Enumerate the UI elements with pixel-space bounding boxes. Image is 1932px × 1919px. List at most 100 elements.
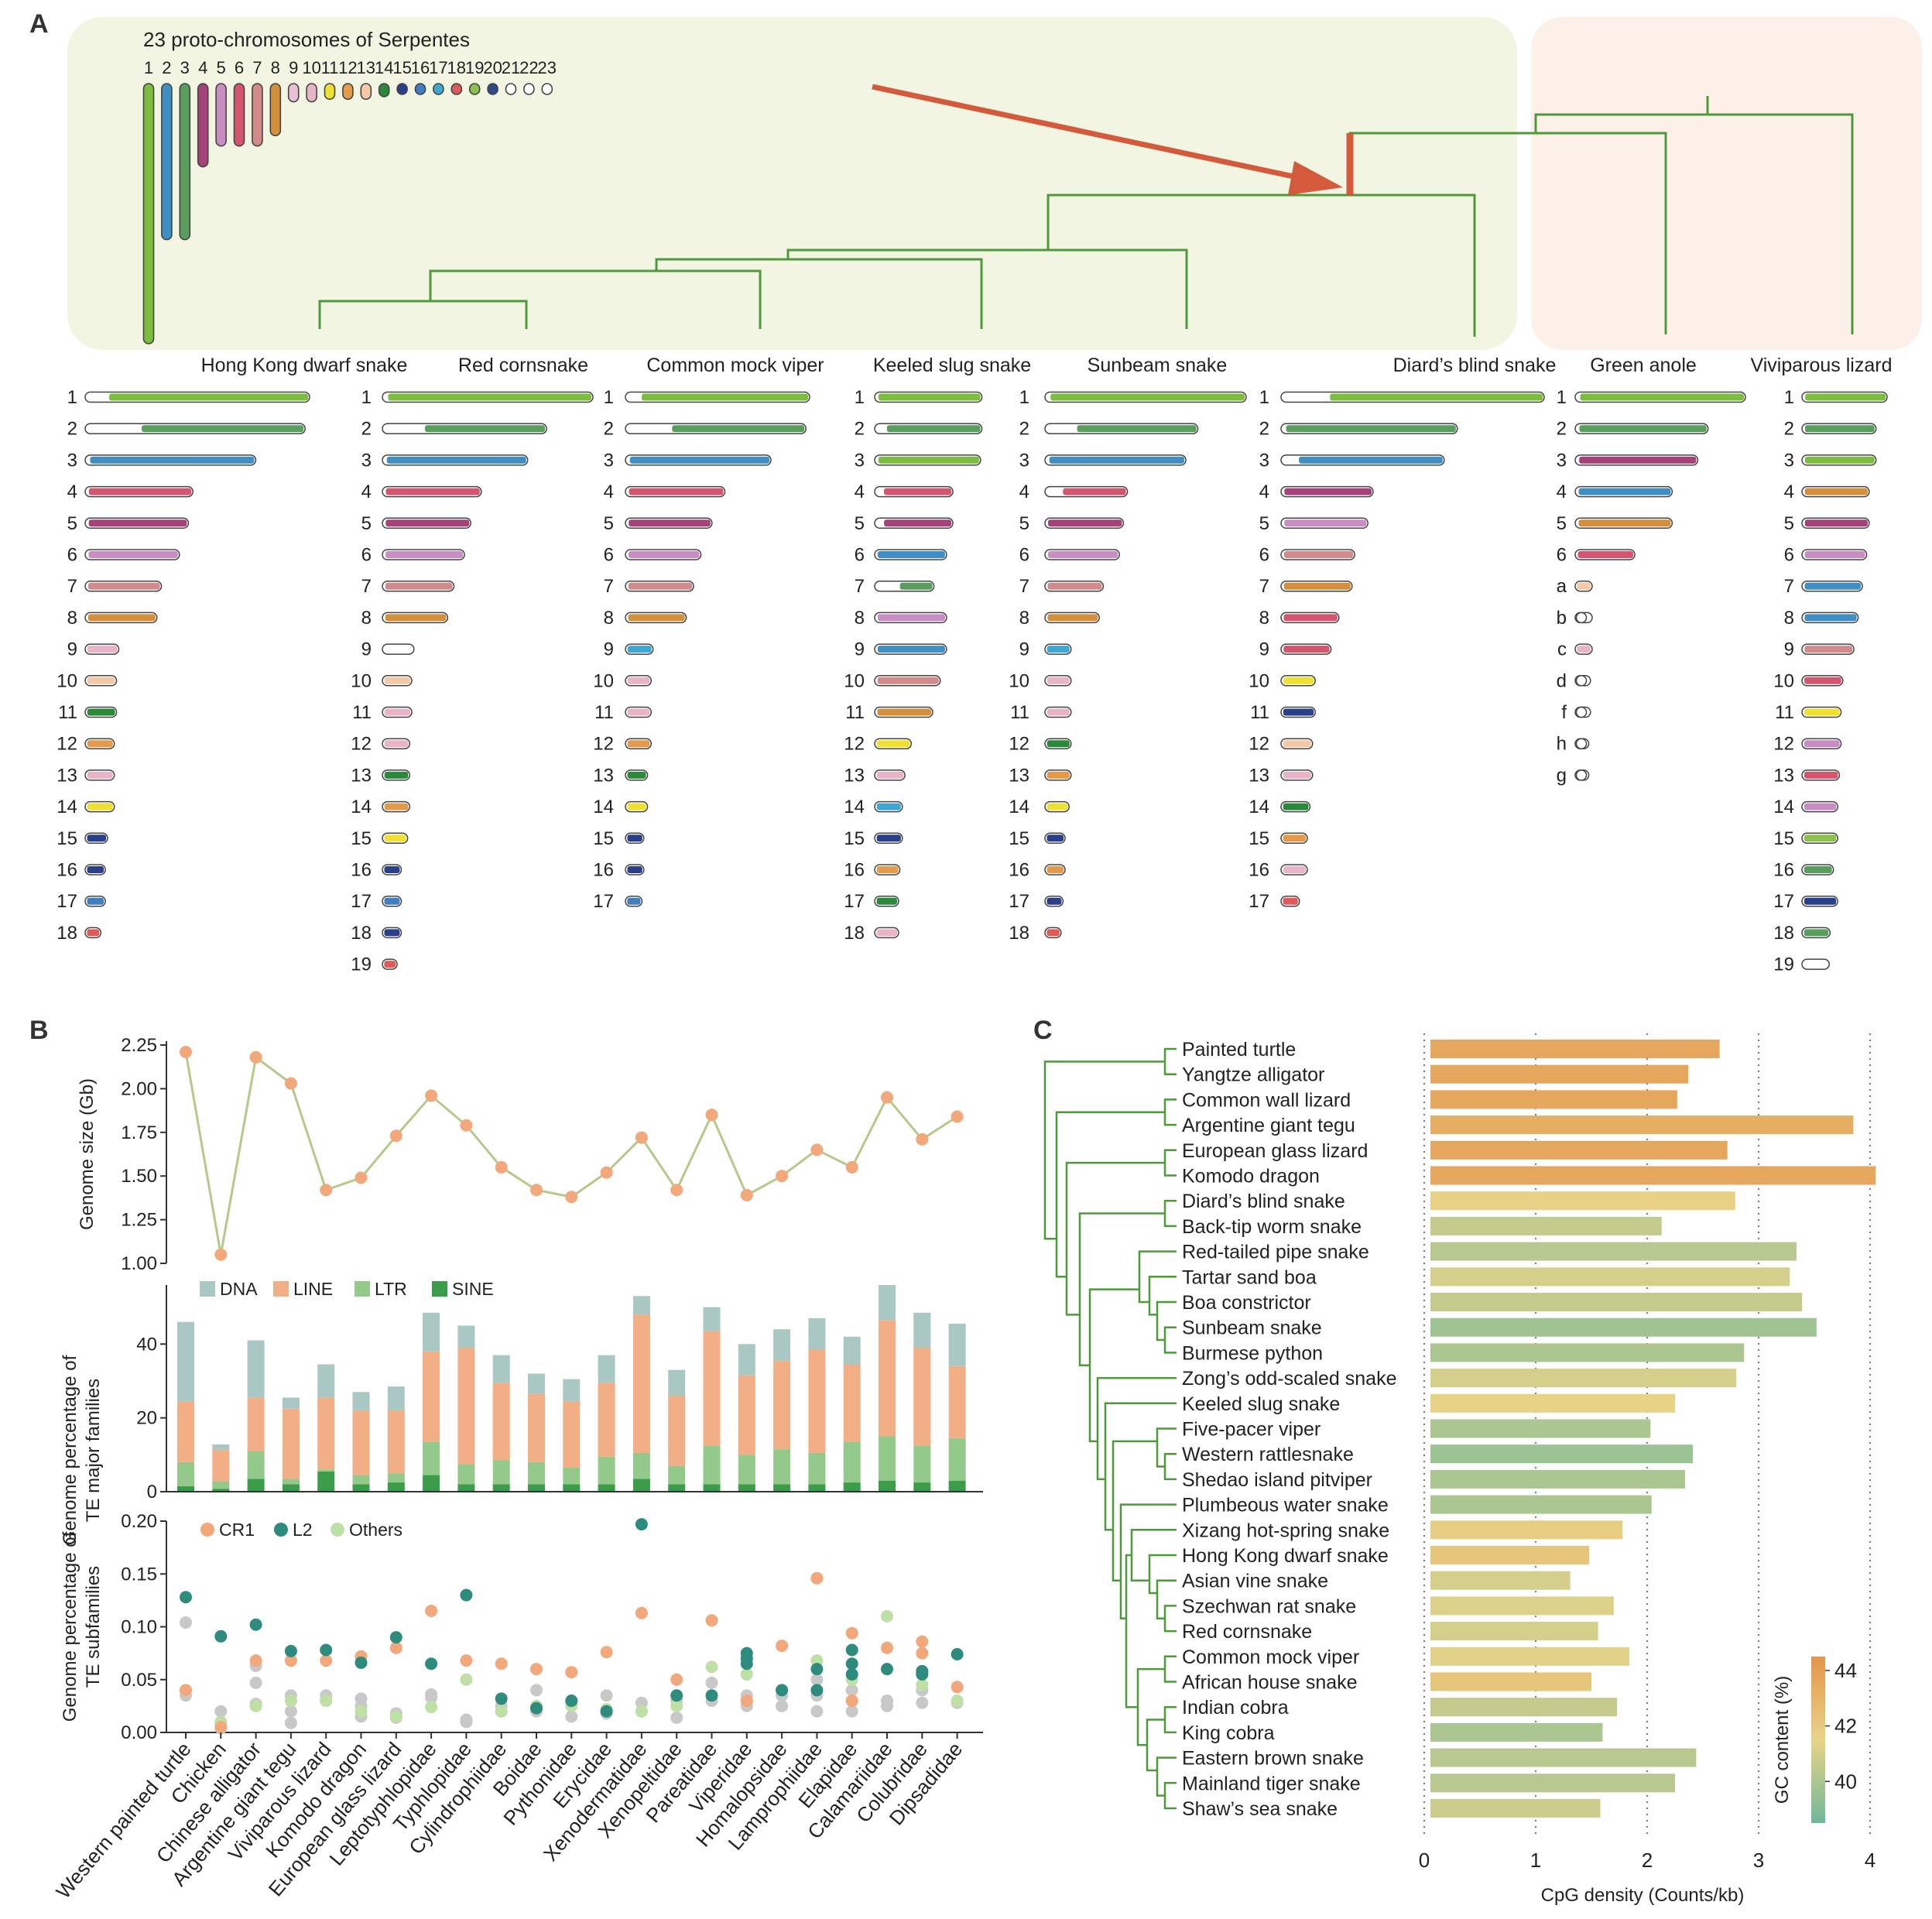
chromosome-label: 9 bbox=[1259, 639, 1269, 660]
te-bar-dna bbox=[528, 1373, 545, 1394]
te-sub-point-l2 bbox=[214, 1629, 228, 1643]
chromosome-fill bbox=[87, 614, 156, 622]
proto-label-3: 3 bbox=[180, 58, 190, 77]
species-label: Red cornsnake bbox=[1182, 1621, 1312, 1643]
legend-label: CR1 bbox=[219, 1520, 255, 1540]
genome-size-point bbox=[214, 1248, 228, 1261]
te-bar-dna bbox=[879, 1285, 896, 1321]
te-sub-point-cr1 bbox=[916, 1635, 929, 1648]
te-sub-point-cr1 bbox=[810, 1571, 824, 1585]
legend-label: DNA bbox=[220, 1279, 258, 1299]
te-sub-point-cr1 bbox=[951, 1681, 964, 1694]
species-label: Mainland tiger snake bbox=[1182, 1773, 1361, 1794]
chromosome-fill bbox=[385, 519, 470, 527]
species-name: Diard’s blind snake bbox=[1393, 355, 1557, 376]
proto-label-1: 1 bbox=[144, 58, 153, 77]
chromosome-fill bbox=[384, 897, 400, 905]
chromosome-label: 8 bbox=[604, 608, 614, 629]
species-label: Sunbeam snake bbox=[1182, 1318, 1322, 1339]
te-bar-sine bbox=[598, 1484, 615, 1492]
chromosome-fill bbox=[627, 646, 652, 653]
species-label: Hong Kong dwarf snake bbox=[1182, 1545, 1389, 1567]
chromosome-fill bbox=[1284, 488, 1372, 495]
chromosome-label: 17 bbox=[57, 891, 77, 912]
genome-size-point bbox=[916, 1133, 929, 1146]
cpg-bar bbox=[1430, 1393, 1675, 1413]
species-name: Keeled slug snake bbox=[873, 355, 1031, 376]
cpg-bar bbox=[1430, 1267, 1790, 1287]
clade-branch bbox=[1055, 1111, 1165, 1278]
te-bar-ltr bbox=[317, 1469, 335, 1472]
proto-chromosome-22 bbox=[523, 83, 535, 95]
te-sub-point-cr1 bbox=[635, 1606, 648, 1619]
te-bar-dna bbox=[948, 1324, 966, 1366]
te-sub-point-l2 bbox=[951, 1647, 964, 1660]
te-bar-line bbox=[528, 1393, 545, 1462]
chromosome-fill bbox=[87, 897, 104, 905]
chromosome-label: 2 bbox=[1019, 419, 1029, 440]
chromosome-fill bbox=[386, 456, 526, 464]
cpg-bar bbox=[1430, 1140, 1728, 1160]
proto-chromosome-13 bbox=[360, 83, 372, 100]
chromosome-label: 18 bbox=[1009, 923, 1029, 944]
chromosome-fill bbox=[1804, 488, 1868, 495]
chromosome-label: 13 bbox=[57, 765, 77, 786]
chromosome-fill bbox=[384, 646, 413, 653]
species-label: Diard’s blind snake bbox=[1182, 1191, 1345, 1212]
chromosome-fill bbox=[384, 834, 406, 842]
clade-branch bbox=[1163, 1149, 1177, 1177]
chromosome-fill bbox=[628, 582, 693, 590]
genome-size-point bbox=[425, 1089, 438, 1102]
te-bar-dna bbox=[457, 1325, 475, 1348]
chromosome-label: 5 bbox=[1784, 513, 1794, 534]
panel-label-a: A bbox=[29, 9, 49, 39]
te-bar-dna bbox=[598, 1355, 615, 1383]
chromosome-label: 13 bbox=[593, 765, 614, 786]
te-sub-point-others bbox=[495, 1705, 508, 1718]
te-bar-sine bbox=[528, 1484, 545, 1492]
chromosome-fill bbox=[877, 551, 945, 558]
y-tick-label: 2.00 bbox=[121, 1078, 157, 1099]
chromosome-label: 12 bbox=[844, 734, 865, 755]
chromosome-label: 18 bbox=[844, 923, 865, 944]
te-bar-dna bbox=[282, 1397, 300, 1409]
chromosome-label: 12 bbox=[1249, 734, 1269, 755]
legend-swatch bbox=[355, 1281, 370, 1297]
te-bar-sine bbox=[563, 1484, 581, 1492]
proto-label-20: 20 bbox=[483, 58, 502, 77]
te-sub-axis-label: Genome percentage of bbox=[60, 1531, 80, 1722]
te-bar-line bbox=[212, 1450, 230, 1482]
chromosome-label: d bbox=[1557, 670, 1567, 691]
te-sub-point-l2 bbox=[776, 1684, 789, 1697]
chromosome-label: 9 bbox=[1019, 639, 1029, 660]
te-sub-point-l2 bbox=[635, 1518, 648, 1531]
te-bar-dna bbox=[738, 1344, 755, 1376]
cpg-bar bbox=[1430, 1419, 1651, 1438]
chromosome-label: 15 bbox=[1773, 828, 1794, 849]
chromosome-fill bbox=[899, 582, 933, 590]
te-bar-dna bbox=[247, 1340, 265, 1398]
chromosome-label: 13 bbox=[351, 765, 372, 786]
te-bar-sine bbox=[492, 1484, 510, 1492]
te-sub-point-grey bbox=[180, 1616, 192, 1629]
species-label: Xizang hot-spring snake bbox=[1182, 1520, 1389, 1541]
te-sub-point-others bbox=[670, 1699, 683, 1712]
genome-size-point bbox=[810, 1143, 824, 1157]
cpg-bar bbox=[1430, 1520, 1623, 1540]
chromosome-fill bbox=[877, 677, 939, 684]
genome-size-line bbox=[184, 1051, 958, 1255]
chromosome-fill bbox=[1577, 646, 1591, 653]
chromosome-fill bbox=[877, 708, 931, 716]
te-bar-ltr bbox=[879, 1436, 896, 1481]
panel-b-plots: 1.00 1.25 1.50 1.75 2.00 2.25 Genome size (Gb)… bbox=[51, 1035, 983, 1903]
chromosome-label: 12 bbox=[1009, 734, 1029, 755]
chromosome-outline bbox=[1801, 958, 1830, 970]
te-bar-line bbox=[563, 1401, 581, 1468]
lizard-background bbox=[1531, 17, 1922, 350]
chromosome-fill bbox=[1063, 488, 1126, 495]
te-sub-point-cr1 bbox=[776, 1640, 789, 1653]
te-sub-point-cr1 bbox=[565, 1666, 578, 1679]
te-sub-point-l2 bbox=[881, 1663, 893, 1676]
te-bar-line bbox=[598, 1383, 615, 1457]
genome-size-point bbox=[635, 1131, 648, 1144]
